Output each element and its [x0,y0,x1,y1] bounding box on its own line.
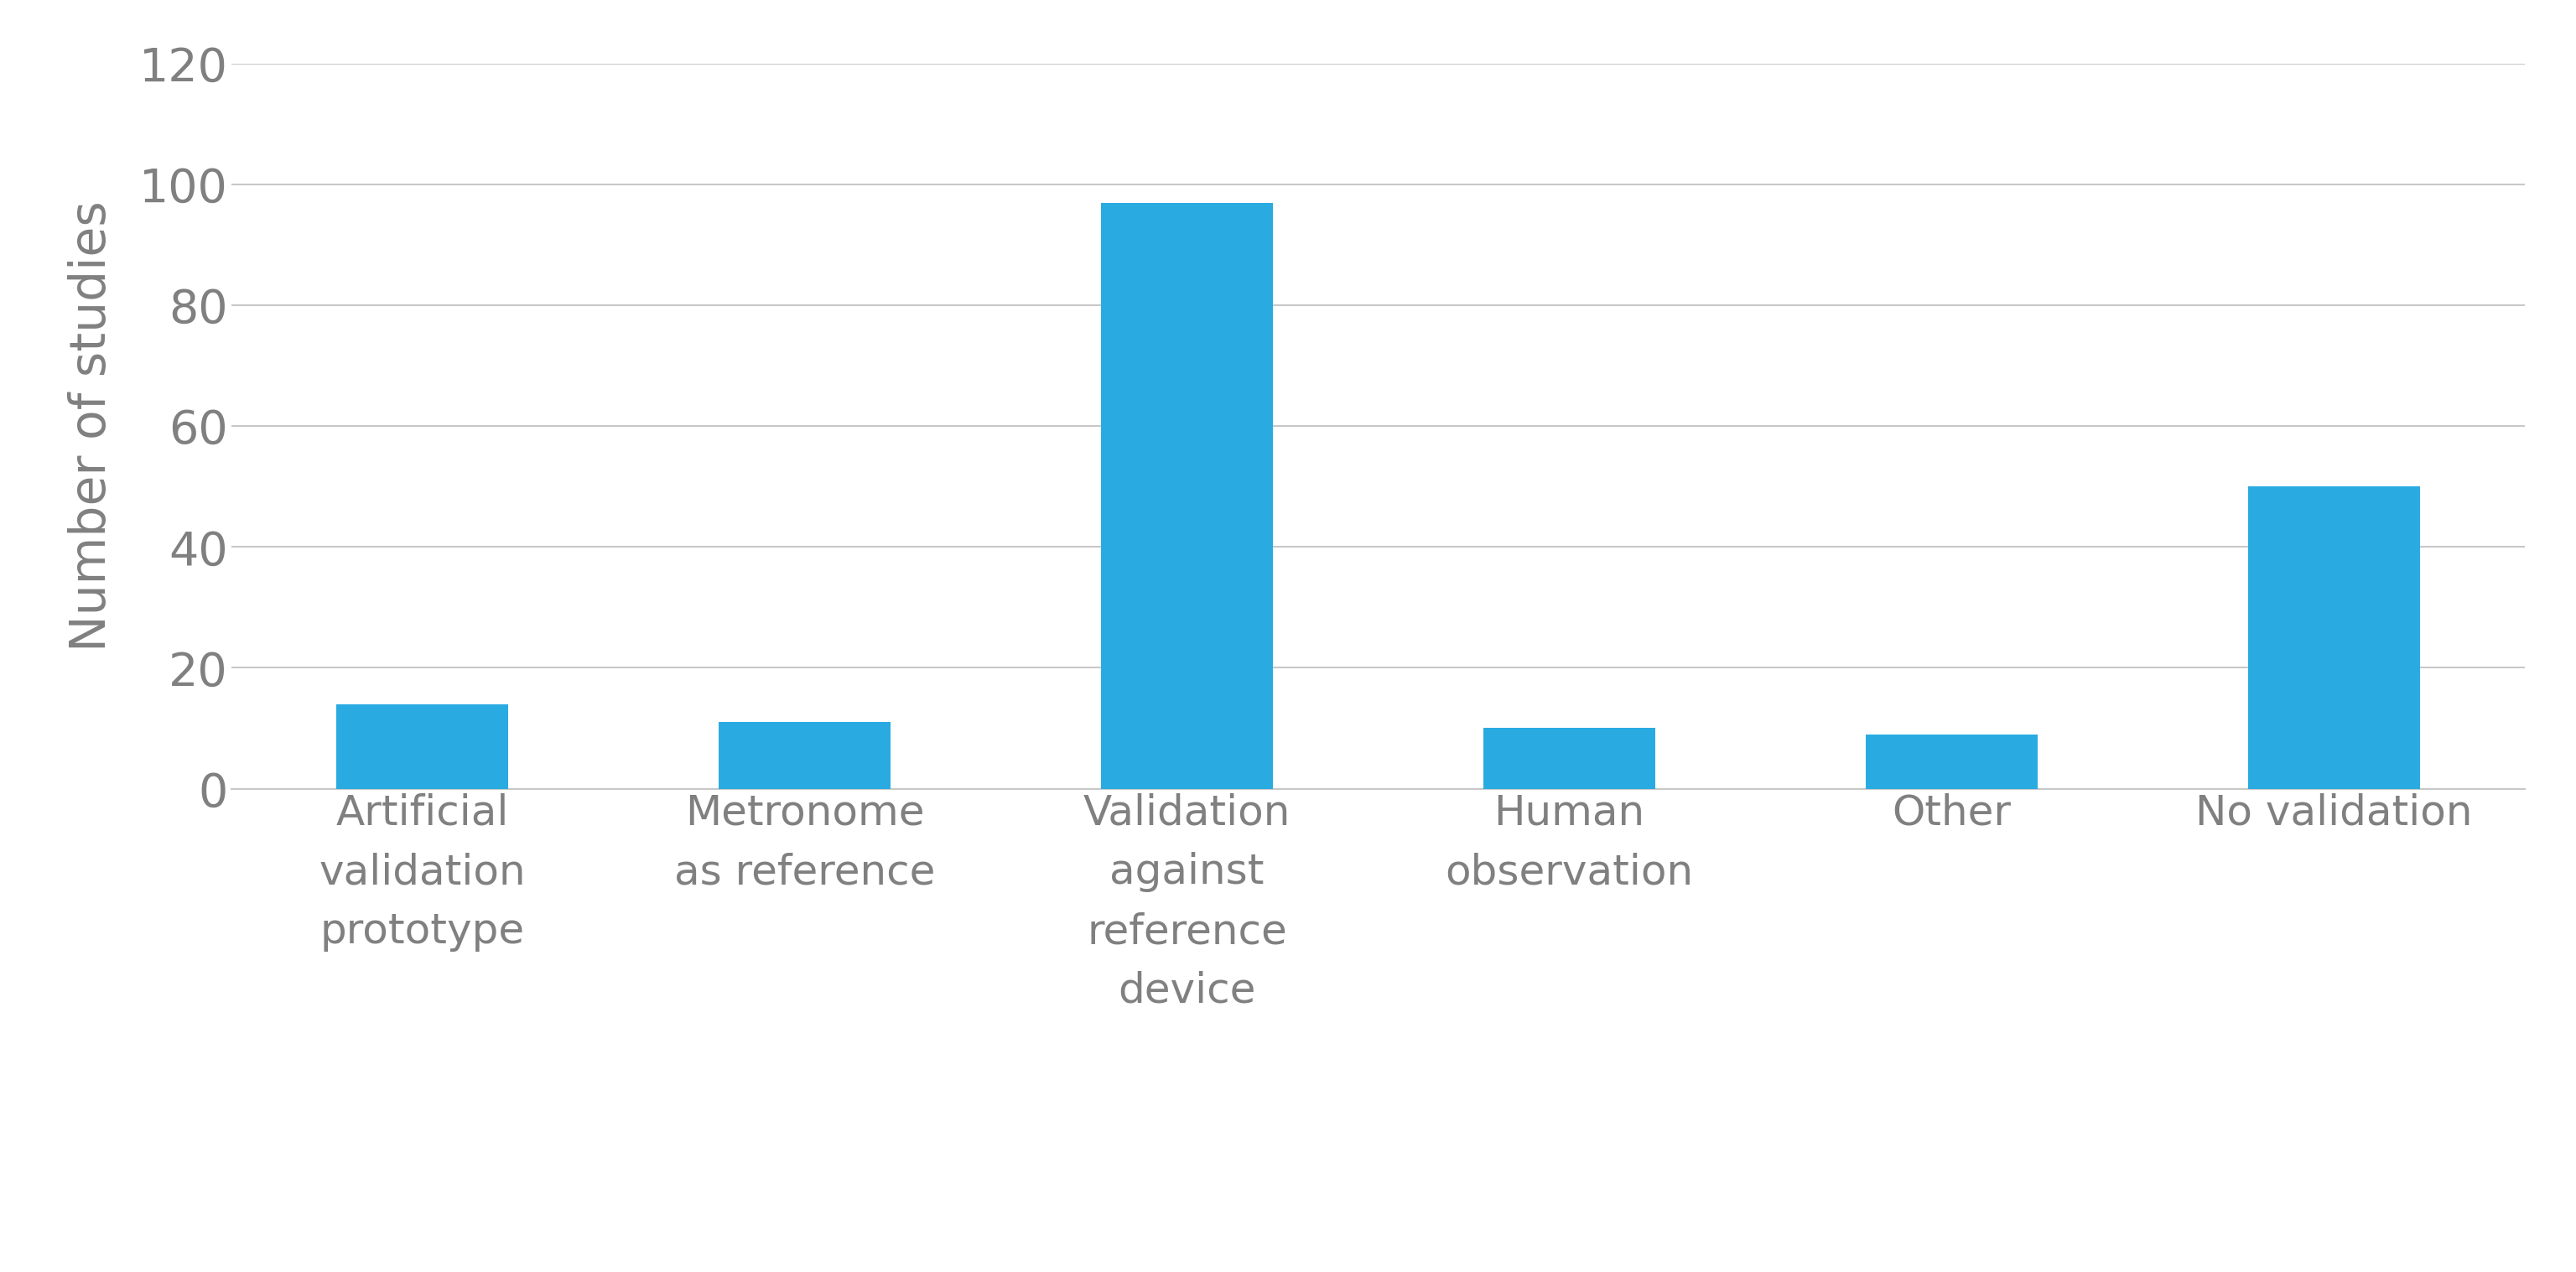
Bar [1865,734,2038,789]
Y-axis label: Number of studies: Number of studies [67,201,116,651]
Bar [335,705,507,789]
Bar [1100,202,1273,789]
Bar [719,722,891,789]
Bar [1484,728,1656,789]
Bar [2249,487,2421,789]
